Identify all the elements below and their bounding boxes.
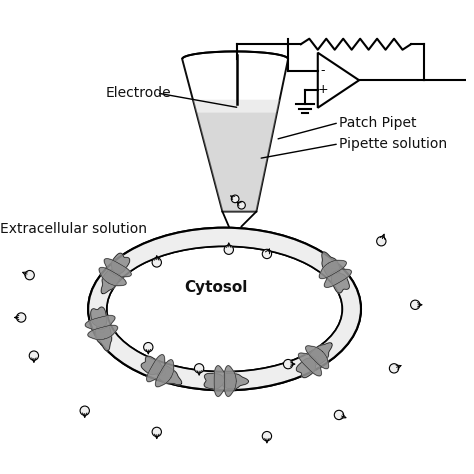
Circle shape	[231, 195, 239, 203]
Polygon shape	[310, 343, 332, 365]
Polygon shape	[306, 346, 328, 369]
Text: Cytosol: Cytosol	[184, 280, 248, 295]
Text: +: +	[318, 83, 328, 96]
Circle shape	[144, 343, 153, 352]
Text: Pipette solution: Pipette solution	[339, 137, 447, 151]
Circle shape	[80, 406, 90, 415]
Polygon shape	[88, 325, 118, 339]
Circle shape	[410, 300, 420, 310]
Circle shape	[17, 313, 26, 322]
Circle shape	[152, 258, 162, 267]
Circle shape	[29, 351, 38, 360]
Circle shape	[262, 431, 272, 441]
Circle shape	[237, 201, 246, 209]
Circle shape	[389, 364, 399, 373]
Polygon shape	[224, 366, 236, 396]
Polygon shape	[141, 356, 165, 375]
Polygon shape	[104, 259, 131, 277]
Polygon shape	[99, 267, 126, 286]
Text: Electrode: Electrode	[106, 86, 172, 100]
Polygon shape	[157, 365, 182, 385]
Polygon shape	[296, 356, 319, 378]
Polygon shape	[322, 252, 340, 277]
Polygon shape	[110, 253, 130, 278]
Polygon shape	[196, 112, 277, 211]
Polygon shape	[214, 366, 226, 396]
Circle shape	[334, 410, 344, 419]
Polygon shape	[331, 268, 349, 293]
Ellipse shape	[107, 246, 342, 372]
Polygon shape	[299, 353, 321, 376]
Polygon shape	[96, 325, 112, 351]
Text: -: -	[320, 64, 325, 77]
Circle shape	[283, 359, 293, 369]
Circle shape	[194, 364, 204, 373]
Ellipse shape	[88, 228, 361, 391]
Circle shape	[377, 237, 386, 246]
Polygon shape	[88, 228, 361, 391]
Polygon shape	[223, 374, 248, 389]
Polygon shape	[319, 260, 346, 279]
Text: Patch Pipet: Patch Pipet	[339, 116, 417, 129]
Circle shape	[262, 249, 272, 259]
Polygon shape	[204, 374, 230, 389]
Polygon shape	[182, 51, 288, 211]
Polygon shape	[324, 269, 351, 287]
Circle shape	[152, 427, 162, 437]
Circle shape	[25, 271, 34, 280]
Polygon shape	[193, 100, 280, 112]
Polygon shape	[91, 307, 107, 333]
Polygon shape	[155, 360, 173, 387]
Text: Extracellular solution: Extracellular solution	[0, 221, 147, 236]
Circle shape	[224, 245, 234, 255]
Polygon shape	[101, 269, 120, 294]
Polygon shape	[85, 316, 115, 330]
Polygon shape	[146, 355, 165, 382]
